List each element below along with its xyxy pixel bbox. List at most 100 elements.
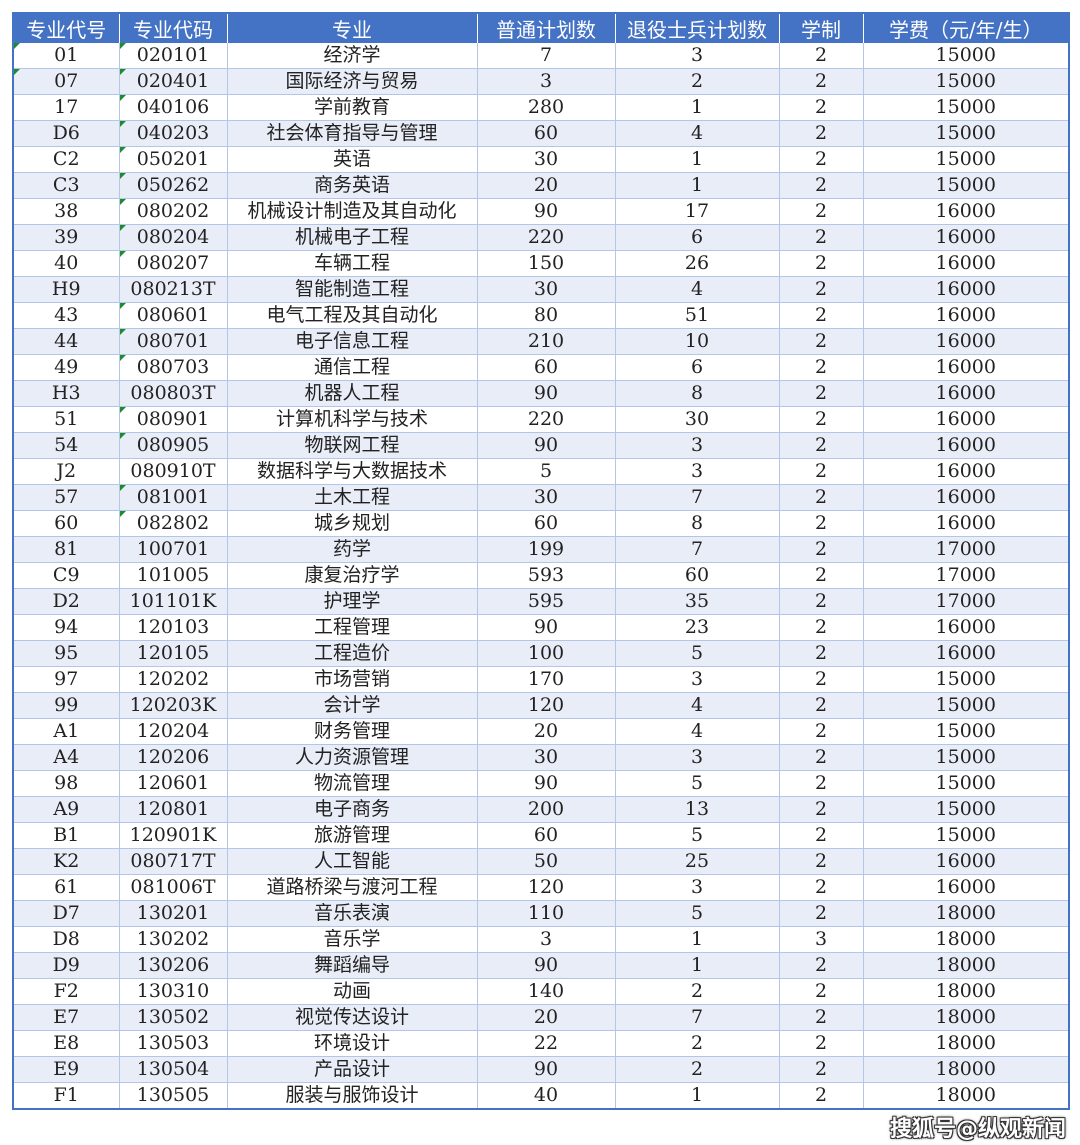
cell-major-name[interactable]: 物联网工程 <box>227 432 478 459</box>
cell-major-id[interactable]: 95 <box>13 640 120 667</box>
cell-major-name[interactable]: 电子商务 <box>227 796 478 823</box>
cell-major-name[interactable]: 音乐表演 <box>227 900 478 927</box>
header-veteran-plan[interactable]: 退役士兵计划数 <box>615 13 780 43</box>
cell-regular-plan[interactable]: 210 <box>477 328 616 355</box>
cell-veteran-plan[interactable]: 8 <box>615 510 780 537</box>
cell-tuition[interactable]: 16000 <box>863 224 1070 251</box>
cell-major-id[interactable]: D8 <box>13 926 120 953</box>
cell-veteran-plan[interactable]: 1 <box>615 172 780 199</box>
cell-regular-plan[interactable]: 90 <box>477 380 616 407</box>
cell-regular-plan[interactable]: 60 <box>477 354 616 381</box>
cell-duration[interactable]: 2 <box>779 458 864 485</box>
cell-veteran-plan[interactable]: 51 <box>615 302 780 329</box>
cell-veteran-plan[interactable]: 1 <box>615 146 780 173</box>
cell-tuition[interactable]: 15000 <box>863 172 1070 199</box>
cell-major-name[interactable]: 视觉传达设计 <box>227 1004 478 1031</box>
cell-veteran-plan[interactable]: 3 <box>615 666 780 693</box>
cell-veteran-plan[interactable]: 23 <box>615 614 780 641</box>
cell-major-id[interactable]: 97 <box>13 666 120 693</box>
cell-tuition[interactable]: 18000 <box>863 926 1070 953</box>
cell-regular-plan[interactable]: 30 <box>477 276 616 303</box>
cell-tuition[interactable]: 15000 <box>863 718 1070 745</box>
cell-major-code[interactable]: 020101 <box>119 43 228 69</box>
cell-regular-plan[interactable]: 40 <box>477 1082 616 1110</box>
cell-tuition[interactable]: 16000 <box>863 198 1070 225</box>
cell-major-id[interactable]: 51 <box>13 406 120 433</box>
cell-veteran-plan[interactable]: 1 <box>615 926 780 953</box>
cell-major-code[interactable]: 050262 <box>119 172 228 199</box>
header-major-code[interactable]: 专业代码 <box>119 13 228 43</box>
cell-major-id[interactable]: 17 <box>13 94 120 121</box>
cell-regular-plan[interactable]: 595 <box>477 588 616 615</box>
cell-major-id[interactable]: E7 <box>13 1004 120 1031</box>
cell-regular-plan[interactable]: 170 <box>477 666 616 693</box>
cell-major-name[interactable]: 旅游管理 <box>227 822 478 849</box>
cell-major-name[interactable]: 人工智能 <box>227 848 478 875</box>
cell-major-id[interactable]: K2 <box>13 848 120 875</box>
cell-duration[interactable]: 2 <box>779 302 864 329</box>
cell-tuition[interactable]: 16000 <box>863 510 1070 537</box>
cell-duration[interactable]: 2 <box>779 94 864 121</box>
cell-major-id[interactable]: F2 <box>13 978 120 1005</box>
cell-veteran-plan[interactable]: 2 <box>615 1056 780 1083</box>
cell-major-id[interactable]: J2 <box>13 458 120 485</box>
cell-tuition[interactable]: 15000 <box>863 94 1070 121</box>
cell-major-id[interactable]: A1 <box>13 718 120 745</box>
cell-regular-plan[interactable]: 220 <box>477 406 616 433</box>
cell-regular-plan[interactable]: 90 <box>477 432 616 459</box>
cell-major-code[interactable]: 040203 <box>119 120 228 147</box>
cell-veteran-plan[interactable]: 1 <box>615 952 780 979</box>
cell-major-code[interactable]: 120202 <box>119 666 228 693</box>
cell-regular-plan[interactable]: 90 <box>477 614 616 641</box>
cell-major-code[interactable]: 080213T <box>119 276 228 303</box>
cell-tuition[interactable]: 18000 <box>863 952 1070 979</box>
cell-major-code[interactable]: 080717T <box>119 848 228 875</box>
cell-regular-plan[interactable]: 7 <box>477 43 616 69</box>
cell-major-id[interactable]: C3 <box>13 172 120 199</box>
cell-tuition[interactable]: 16000 <box>863 380 1070 407</box>
cell-veteran-plan[interactable]: 3 <box>615 744 780 771</box>
cell-major-name[interactable]: 机械电子工程 <box>227 224 478 251</box>
cell-veteran-plan[interactable]: 3 <box>615 43 780 69</box>
cell-duration[interactable]: 2 <box>779 276 864 303</box>
cell-major-code[interactable]: 080601 <box>119 302 228 329</box>
cell-veteran-plan[interactable]: 5 <box>615 900 780 927</box>
cell-major-code[interactable]: 130505 <box>119 1082 228 1110</box>
cell-regular-plan[interactable]: 120 <box>477 874 616 901</box>
cell-major-id[interactable]: 01 <box>13 43 120 69</box>
cell-regular-plan[interactable]: 30 <box>477 484 616 511</box>
cell-tuition[interactable]: 16000 <box>863 328 1070 355</box>
cell-duration[interactable]: 2 <box>779 1004 864 1031</box>
cell-major-id[interactable]: 43 <box>13 302 120 329</box>
cell-regular-plan[interactable]: 22 <box>477 1030 616 1057</box>
cell-major-id[interactable]: 38 <box>13 198 120 225</box>
cell-major-name[interactable]: 护理学 <box>227 588 478 615</box>
cell-duration[interactable]: 2 <box>779 770 864 797</box>
cell-major-name[interactable]: 学前教育 <box>227 94 478 121</box>
cell-major-id[interactable]: 98 <box>13 770 120 797</box>
cell-major-name[interactable]: 服装与服饰设计 <box>227 1082 478 1110</box>
cell-tuition[interactable]: 16000 <box>863 848 1070 875</box>
cell-regular-plan[interactable]: 3 <box>477 68 616 95</box>
cell-major-code[interactable]: 101101K <box>119 588 228 615</box>
cell-veteran-plan[interactable]: 6 <box>615 224 780 251</box>
cell-tuition[interactable]: 16000 <box>863 640 1070 667</box>
cell-major-name[interactable]: 机器人工程 <box>227 380 478 407</box>
cell-regular-plan[interactable]: 80 <box>477 302 616 329</box>
cell-duration[interactable]: 2 <box>779 744 864 771</box>
cell-major-id[interactable]: 57 <box>13 484 120 511</box>
cell-major-name[interactable]: 电气工程及其自动化 <box>227 302 478 329</box>
cell-regular-plan[interactable]: 280 <box>477 94 616 121</box>
cell-major-name[interactable]: 工程造价 <box>227 640 478 667</box>
cell-major-id[interactable]: 44 <box>13 328 120 355</box>
cell-major-code[interactable]: 120801 <box>119 796 228 823</box>
cell-veteran-plan[interactable]: 2 <box>615 978 780 1005</box>
cell-tuition[interactable]: 16000 <box>863 484 1070 511</box>
header-tuition[interactable]: 学费（元/年/生） <box>863 13 1070 43</box>
cell-veteran-plan[interactable]: 6 <box>615 354 780 381</box>
cell-major-id[interactable]: 60 <box>13 510 120 537</box>
cell-duration[interactable]: 2 <box>779 172 864 199</box>
cell-major-id[interactable]: D9 <box>13 952 120 979</box>
cell-major-name[interactable]: 智能制造工程 <box>227 276 478 303</box>
cell-major-code[interactable]: 080703 <box>119 354 228 381</box>
